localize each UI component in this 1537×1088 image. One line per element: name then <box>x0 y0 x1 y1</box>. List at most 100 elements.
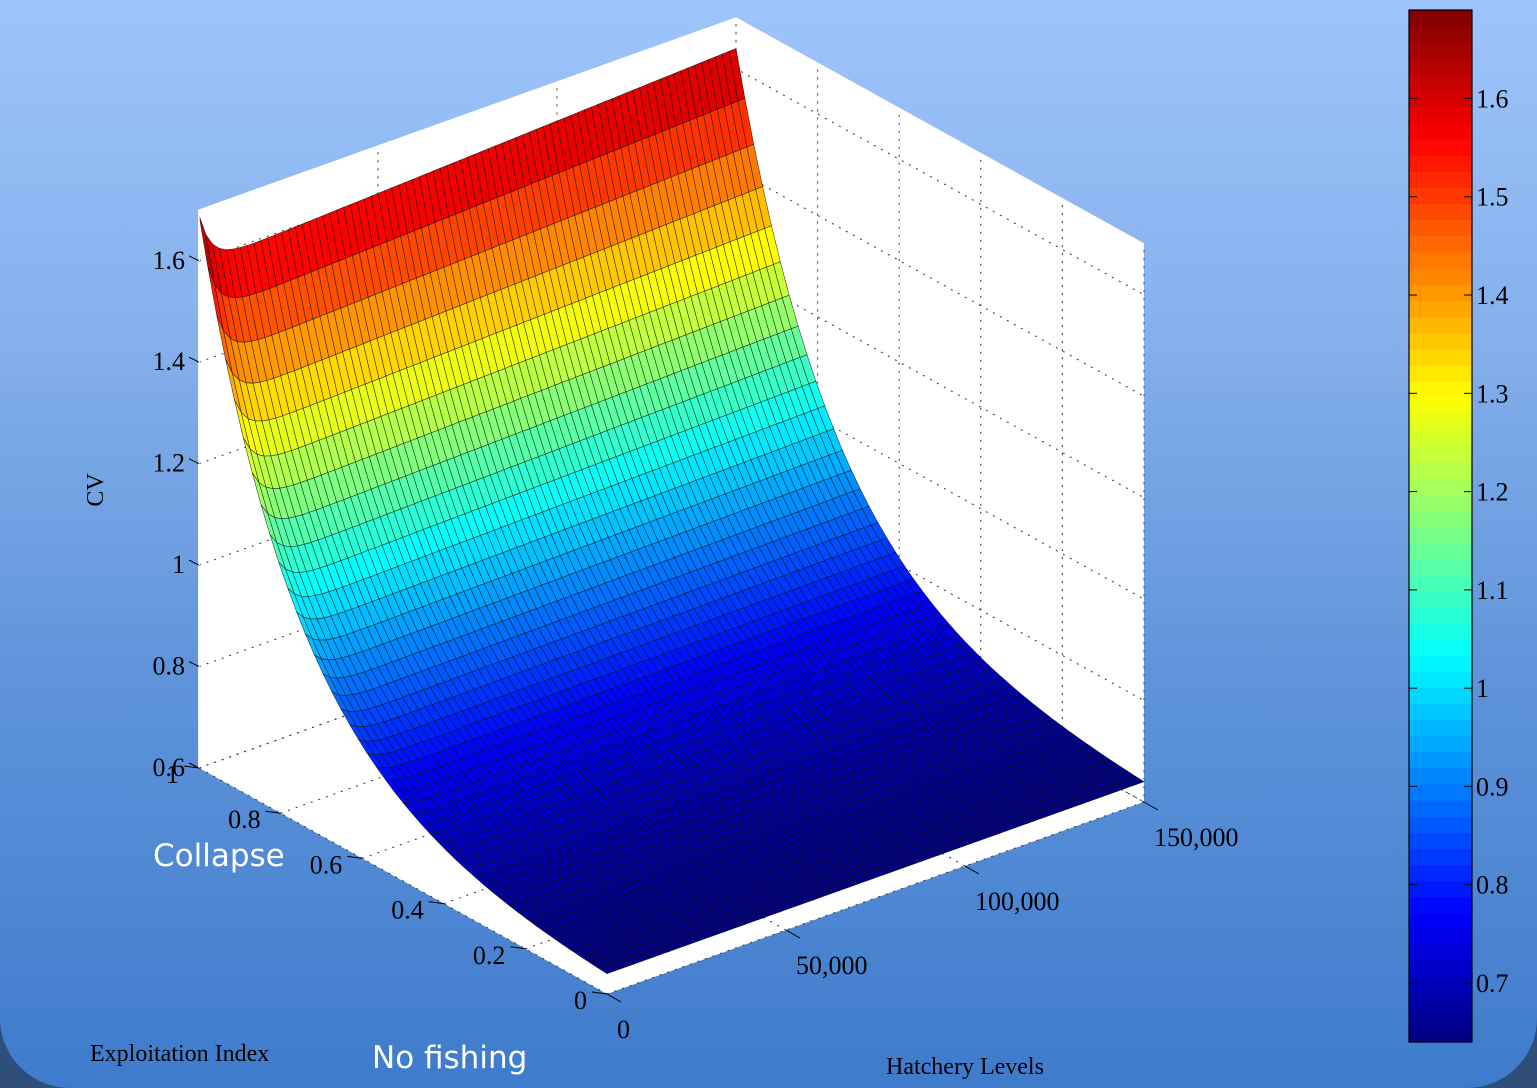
colorbar-swatch <box>1409 300 1472 317</box>
z-grid-line-4 <box>198 169 1145 397</box>
y-tick-label: 0 <box>617 1015 630 1044</box>
z-axis-title: CV <box>83 473 109 507</box>
z-tick-mark <box>188 458 200 465</box>
colorbar-swatch <box>1409 751 1472 769</box>
colorbar-swatch <box>1409 26 1472 43</box>
y-tick-label: 150,000 <box>1154 823 1239 852</box>
colorbar-swatch <box>1409 977 1472 995</box>
z-tick-label: 1.2 <box>153 449 186 478</box>
colorbar-swatch <box>1409 719 1472 737</box>
colorbar-swatch <box>1409 784 1472 801</box>
x-tick-label: 1 <box>166 760 179 789</box>
colorbar-swatch <box>1409 219 1472 237</box>
z-tick-label: 1 <box>172 550 185 579</box>
colorbar-swatch <box>1409 655 1472 672</box>
colorbar-swatch <box>1409 284 1472 301</box>
colorbar-swatch <box>1409 800 1472 817</box>
colorbar-swatch <box>1409 1025 1472 1043</box>
colorbar-swatch <box>1409 832 1472 850</box>
colorbar-swatch <box>1409 574 1472 592</box>
y-tick-label: 100,000 <box>975 887 1060 916</box>
colorbar-swatch <box>1409 542 1472 559</box>
colorbar-tick-label: 1.3 <box>1476 379 1509 408</box>
y-axis-title: Hatchery Levels <box>886 1054 1044 1080</box>
colorbar-swatch <box>1409 993 1472 1011</box>
colorbar-swatch <box>1409 606 1472 624</box>
colorbar-swatch <box>1409 445 1472 463</box>
y-tick-mark <box>964 865 980 875</box>
no-fishing-annotation: No fishing <box>372 1040 528 1076</box>
colorbar-swatch <box>1409 864 1472 882</box>
colorbar-swatch <box>1409 703 1472 721</box>
colorbar-tick-label: 1 <box>1476 674 1489 703</box>
colorbar-tick-label: 0.7 <box>1476 969 1509 998</box>
colorbar-swatch <box>1409 493 1472 511</box>
y-tick-mark <box>606 993 622 1003</box>
z-tick-label: 0.8 <box>153 652 186 681</box>
colorbar-swatch <box>1409 348 1472 366</box>
colorbar-swatch <box>1409 1009 1472 1027</box>
colorbar-swatch <box>1409 364 1472 382</box>
collapse-annotation: Collapse <box>153 838 285 874</box>
y-tick-mark <box>1143 801 1159 811</box>
colorbar-tick-label: 1.1 <box>1476 576 1509 605</box>
colorbar-swatch <box>1409 397 1472 414</box>
x-tick-label: 0 <box>574 986 587 1015</box>
z-grid-line-2 <box>198 372 1145 600</box>
colorbar-swatch <box>1409 461 1472 479</box>
z-grid-line-1 <box>198 474 1145 702</box>
colorbar-swatch <box>1409 687 1472 704</box>
z-tick-mark <box>188 255 200 262</box>
z-tick-mark <box>188 559 200 566</box>
colorbar-swatch <box>1409 332 1472 350</box>
z-tick-mark <box>188 661 200 668</box>
x-tick-label: 0.4 <box>391 896 424 925</box>
colorbar-swatch <box>1409 896 1472 914</box>
colorbar-swatch <box>1409 380 1472 398</box>
colorbar-swatch <box>1409 638 1472 656</box>
x-tick-label: 0.8 <box>228 805 261 834</box>
colorbar-swatch <box>1409 155 1472 172</box>
colorbar-swatch <box>1409 251 1472 269</box>
colorbar-swatch <box>1409 139 1472 156</box>
colorbar-swatch <box>1409 187 1472 205</box>
colorbar-swatch <box>1409 58 1472 76</box>
colorbar-swatch <box>1409 945 1472 962</box>
colorbar-swatch <box>1409 268 1472 285</box>
colorbar-swatch <box>1409 526 1472 543</box>
colorbar-swatch <box>1409 622 1472 640</box>
colorbar-swatch <box>1409 848 1472 866</box>
colorbar-swatch <box>1409 477 1472 495</box>
colorbar-swatch <box>1409 767 1472 785</box>
colorbar: 0.7 0.8 0.9 1 1.1 1.2 1.3 1.4 1.5 1.6 <box>1408 9 1509 1043</box>
colorbar-swatch <box>1409 203 1472 221</box>
colorbar-tick-label: 1.4 <box>1476 281 1509 310</box>
colorbar-swatch <box>1409 735 1472 753</box>
z-tick-mark <box>188 356 200 363</box>
colorbar-tick-label: 1.2 <box>1476 478 1509 507</box>
colorbar-swatch <box>1409 880 1472 898</box>
colorbar-swatch <box>1409 90 1472 108</box>
colorbar-tick-label: 0.9 <box>1476 772 1509 801</box>
x-axis-title: Exploitation Index <box>90 1041 269 1067</box>
colorbar-swatch <box>1409 42 1472 59</box>
colorbar-swatch <box>1409 316 1472 334</box>
y-tick-mark <box>785 929 801 939</box>
colorbar-swatch <box>1409 413 1472 430</box>
colorbar-swatch <box>1409 235 1472 253</box>
z-tick-label: 1.4 <box>153 347 186 376</box>
colorbar-tick-label: 1.6 <box>1476 84 1509 113</box>
colorbar-swatch <box>1409 106 1472 124</box>
colorbar-tick-label: 0.8 <box>1476 871 1509 900</box>
z-tick-label: 1.6 <box>153 246 186 275</box>
colorbar-swatch <box>1409 671 1472 688</box>
colorbar-swatch <box>1409 929 1472 946</box>
colorbar-swatch <box>1409 122 1472 140</box>
surface-mesh <box>198 48 1145 975</box>
x-tick-label: 0.2 <box>473 941 506 970</box>
z-grid-line-5 <box>198 68 1145 296</box>
colorbar-swatch <box>1409 74 1472 92</box>
colorbar-swatch <box>1409 509 1472 527</box>
